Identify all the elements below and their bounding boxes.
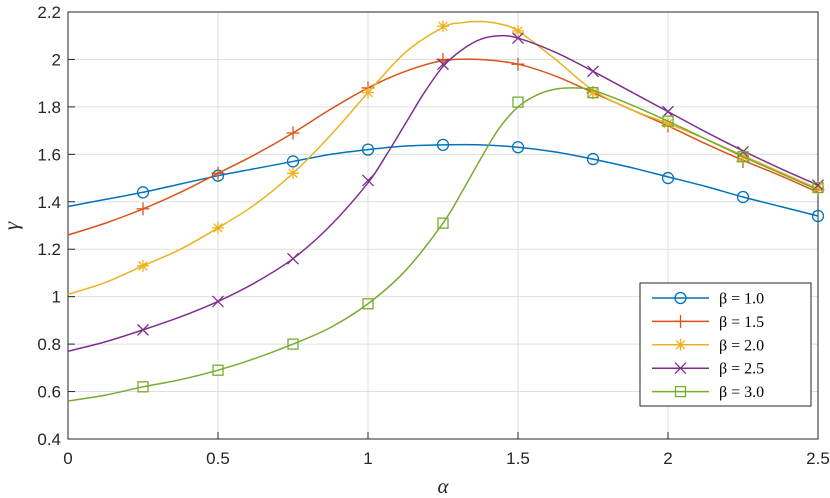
x-tick-label: 2 [663,449,672,468]
data-point-circle [511,141,525,154]
plot-area [67,11,819,440]
x-tick-label: 2.5 [806,449,830,468]
data-point-asterisk [212,221,224,234]
data-point-asterisk [512,24,524,37]
data-point-square [287,338,299,350]
data-point-square [437,217,449,229]
legend-label: β = 2.5 [719,361,764,378]
legend: β = 1.0 β = 1.5 β = 2.0 β = 2.5 β = 3.0 [639,282,812,407]
data-point-circle [136,186,150,199]
legend-item: β = 1.5 [652,314,764,331]
data-point-x [587,65,599,78]
data-point-square [512,96,524,108]
data-point-x [512,32,524,45]
data-point-circle [674,291,687,305]
data-point-square [812,181,824,194]
data-point-x [662,105,674,118]
series-group [67,87,824,402]
y-tick-label: 1.8 [37,98,61,117]
y-tick-label: 0.6 [37,383,61,402]
data-point-square [137,381,149,393]
data-point-plus [674,314,687,328]
series-layer [67,20,825,402]
x-axis-label: α [437,474,449,498]
data-point-circle [286,155,300,168]
data-point-x [362,174,374,187]
data-point-circle [661,171,675,185]
y-tick-label: 1.4 [37,193,61,212]
data-point-x [437,58,449,71]
y-axis-label: γ [0,221,23,230]
data-point-x [674,362,687,375]
data-point-square [587,87,599,99]
data-point-asterisk [674,338,687,351]
y-tick-label: 1 [52,288,61,307]
data-point-asterisk [437,20,449,33]
data-point-asterisk [362,86,374,99]
data-point-circle [436,138,450,151]
data-point-circle [811,209,825,223]
data-point-circle [736,190,750,204]
x-tick-label: 1 [363,449,372,468]
data-point-square [662,115,674,127]
legend-label: β = 3.0 [719,384,764,401]
series-group [67,32,824,352]
legend-label: β = 1.0 [719,291,764,308]
data-point-square [362,298,374,310]
data-point-plus [211,166,225,180]
y-tick-label: 1.6 [37,145,61,164]
data-point-circle [586,152,600,166]
y-tick-label: 0.8 [37,335,61,354]
y-tick-label: 0.4 [37,430,61,449]
series-line [67,143,819,217]
data-point-x [287,252,299,265]
y-tick-label: 1.2 [37,240,61,259]
series-group [67,138,825,223]
data-point-square [212,364,224,376]
data-point-square [674,385,687,398]
legend-item: β = 1.0 [652,291,764,308]
x-tick-label: 0.5 [206,449,230,468]
data-point-asterisk [137,259,149,272]
legend-label: β = 1.5 [719,314,764,331]
y-tick-label: 2 [52,50,61,69]
data-point-square [737,151,749,163]
data-point-asterisk [587,86,599,99]
legend-label: β = 2.0 [719,337,764,354]
series-line [67,58,819,236]
x-tick-label: 0 [63,449,72,468]
legend-item: β = 2.5 [652,361,764,378]
data-point-plus [136,202,150,216]
y-tick-label: 2.2 [37,3,61,22]
data-point-asterisk [287,167,299,180]
x-tick-label: 1.5 [506,449,530,468]
data-point-circle [361,143,375,156]
data-point-asterisk [812,181,824,194]
grid-lines [68,12,818,439]
axis-ticks: 0 0.5 1 1.5 2 2.5 0.4 0.6 0.8 1 1.2 1.4 1.6 1.8 2 2.2 [37,3,829,468]
legend-item: β = 3.0 [652,384,764,401]
data-point-plus [286,126,300,140]
series-line [67,20,819,296]
data-point-x [212,295,224,308]
data-point-plus [511,57,525,71]
series-line [67,87,819,402]
data-point-asterisk [662,117,674,130]
data-point-x [137,323,149,336]
series-group [67,52,825,236]
legend-item: β = 2.0 [652,337,764,354]
